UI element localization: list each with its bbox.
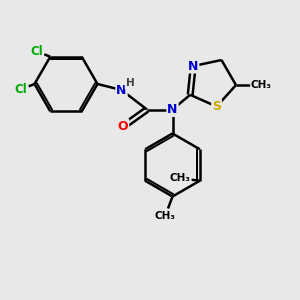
Text: N: N xyxy=(167,103,178,116)
Text: N: N xyxy=(188,59,198,73)
Text: CH₃: CH₃ xyxy=(251,80,272,90)
Text: Cl: Cl xyxy=(15,83,27,96)
Text: O: O xyxy=(118,119,128,133)
Text: S: S xyxy=(212,100,221,113)
Text: Cl: Cl xyxy=(30,45,43,58)
Text: CH₃: CH₃ xyxy=(170,173,191,183)
Text: N: N xyxy=(116,83,127,97)
Text: H: H xyxy=(125,78,134,88)
Text: CH₃: CH₃ xyxy=(154,211,176,221)
